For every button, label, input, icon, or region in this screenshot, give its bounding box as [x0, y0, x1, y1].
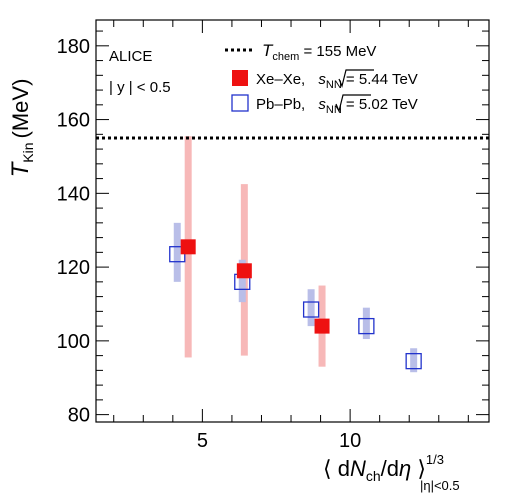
legend-label-xexe: Xe–Xe, sNN = 5.44 TeV: [256, 71, 418, 91]
sys-band-pbpb-0: [173, 222, 181, 282]
sys-band-pbpb-2: [307, 289, 315, 327]
axes: 5 10 80 100 120 140 160 180: [57, 19, 490, 452]
plot-frame: [95, 19, 490, 423]
legend-marker-pbpb: [231, 94, 249, 112]
annotation-alice: ALICE: [109, 48, 152, 65]
legend-marker-xexe: [232, 70, 248, 86]
legend-sqrt-pbpb: [335, 94, 371, 113]
sys-band-pbpb-1: [238, 259, 246, 303]
y-tick-label-100: 100: [57, 331, 90, 353]
y-tick-label-160: 160: [57, 110, 90, 132]
point-pbpb-2: [302, 301, 320, 318]
y-tick-label-140: 140: [57, 183, 90, 205]
point-pbpb-4: [405, 352, 422, 370]
data-points: [169, 239, 422, 370]
point-xexe-1: [236, 263, 252, 279]
x-axis-title: ⟨ dNch/dη ⟩1/3 |η|<0.5: [323, 452, 460, 493]
point-xexe-0: [180, 239, 196, 255]
y-tick-label-80: 80: [68, 405, 90, 427]
legend: Tchem = 155 MeV Xe–Xe, sNN = 5.44 TeV Pb…: [225, 41, 418, 116]
x-tick-label-5: 5: [197, 430, 208, 452]
sys-band-pbpb-4: [410, 348, 418, 373]
y-tick-label-120: 120: [57, 257, 90, 279]
point-xexe-2: [314, 318, 330, 334]
legend-sqrt-xexe: [338, 69, 374, 88]
point-pbpb-3: [358, 317, 375, 335]
sys-band-pbpb-3: [362, 307, 370, 340]
x-tick-label-10: 10: [339, 430, 361, 452]
legend-label-tchem: Tchem = 155 MeV: [262, 41, 376, 63]
y-tick-label-180: 180: [57, 36, 90, 58]
y-axis-title: TKin(MeV): [7, 79, 36, 178]
annotation-rapidity: | y | < 0.5: [109, 79, 171, 96]
sys-error-bands: [173, 136, 418, 373]
